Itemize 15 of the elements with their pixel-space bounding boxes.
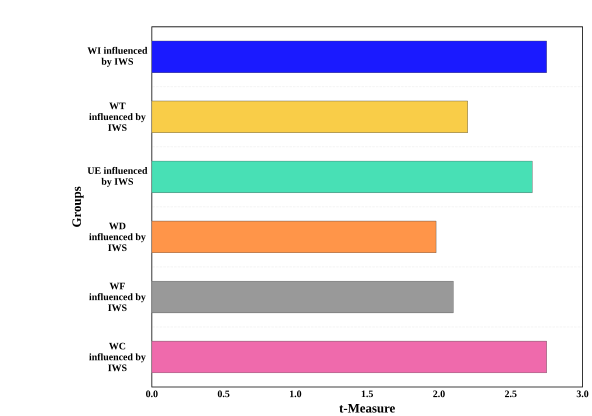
y-tick-label: WT influenced by IWS (89, 102, 146, 132)
x-axis-title: t-Measure (339, 404, 395, 413)
y-tick-label: WD influenced by IWS (89, 222, 146, 252)
x-tick-label: 1.0 (290, 390, 302, 398)
y-tick-label: WF influenced by IWS (89, 282, 146, 312)
y-axis-title: Groups (72, 186, 84, 227)
y-tick-label: UE influenced by IWS (88, 166, 148, 187)
x-tick-label: 0.0 (146, 390, 158, 398)
x-tick-label: 2.5 (504, 390, 517, 398)
x-tick-label: 1.5 (362, 390, 374, 398)
x-tick-label: 2.0 (433, 390, 445, 398)
x-tick-label: 3.0 (576, 390, 588, 398)
y-tick-label: WI influenced by IWS (87, 46, 148, 67)
x-tick-label: 0.5 (218, 390, 230, 398)
y-tick-label: WC influenced by IWS (89, 342, 146, 372)
